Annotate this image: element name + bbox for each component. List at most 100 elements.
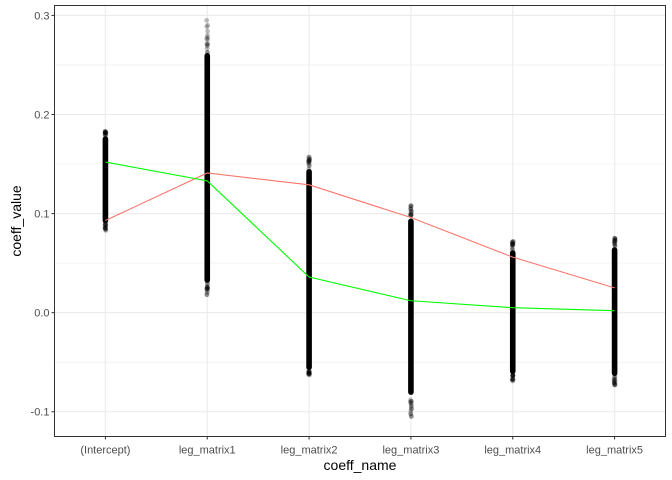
- data-point: [408, 206, 414, 212]
- axes: -0.1 0.0 0.1 0.2 0.3 (Intercept) leg_matrix1 le…: [31, 10, 643, 456]
- series-lines: [105, 161, 615, 312]
- dense-point-band: [408, 218, 414, 395]
- data-point: [102, 225, 108, 231]
- point-cloud: [509, 238, 516, 384]
- data-point: [510, 241, 516, 247]
- data-point: [510, 372, 516, 378]
- data-point: [306, 154, 312, 160]
- data-point: [510, 247, 516, 253]
- data-point: [204, 287, 210, 292]
- data-point: [612, 238, 618, 244]
- data-point: [409, 203, 414, 209]
- data-point: [612, 236, 618, 241]
- data-point: [509, 377, 515, 383]
- data-point: [204, 17, 210, 23]
- data-point: [306, 160, 312, 166]
- data-point: [612, 238, 617, 244]
- data-point: [510, 373, 516, 379]
- data-point: [102, 224, 108, 230]
- data-point: [204, 286, 210, 292]
- data-point: [103, 223, 109, 229]
- data-point: [407, 212, 413, 218]
- data-point: [205, 284, 210, 289]
- data-point: [509, 239, 515, 245]
- data-point: [612, 242, 618, 248]
- data-point: [509, 243, 515, 248]
- data-point: [103, 130, 109, 136]
- data-point: [408, 397, 413, 403]
- data-point: [612, 382, 617, 388]
- data-point: [204, 290, 210, 295]
- data-point: [103, 226, 109, 231]
- data-point: [612, 379, 618, 385]
- data-point: [510, 242, 515, 248]
- data-point: [307, 158, 312, 164]
- data-point: [509, 245, 515, 251]
- data-point: [612, 237, 618, 243]
- x-tick-label: (Intercept): [80, 445, 130, 457]
- data-point: [612, 378, 617, 383]
- data-point: [409, 209, 414, 215]
- data-point: [611, 240, 617, 246]
- data-point: [102, 130, 108, 136]
- data-point: [102, 130, 108, 136]
- data-point: [306, 369, 312, 375]
- data-point: [103, 130, 109, 136]
- data-point: [612, 238, 617, 244]
- data-point: [612, 382, 618, 387]
- data-point: [102, 132, 108, 138]
- point-cloud: [102, 128, 109, 233]
- data-point: [306, 156, 312, 162]
- data-point: [510, 377, 516, 383]
- data-point: [306, 370, 312, 376]
- data-point: [102, 128, 108, 134]
- data-point: [509, 376, 515, 382]
- data-point: [307, 369, 312, 375]
- data-point: [103, 222, 109, 228]
- data-point: [408, 209, 414, 215]
- point-cloud: [611, 235, 618, 388]
- data-point: [204, 34, 210, 40]
- data-point: [407, 399, 413, 405]
- data-point: [510, 373, 515, 379]
- data-point: [306, 371, 312, 376]
- data-point: [409, 208, 414, 214]
- data-point: [204, 41, 210, 47]
- data-point: [306, 371, 312, 377]
- data-point: [205, 49, 210, 55]
- data-point: [103, 130, 109, 136]
- data-point: [612, 244, 618, 250]
- data-point: [102, 133, 108, 138]
- data-point: [205, 28, 211, 34]
- data-point: [205, 36, 211, 42]
- data-point: [102, 225, 108, 231]
- data-point: [307, 371, 312, 377]
- data-point: [408, 411, 414, 417]
- x-tick-label: leg_matrix4: [484, 445, 541, 457]
- data-point: [102, 222, 108, 227]
- data-point: [612, 373, 618, 379]
- data-point: [103, 129, 108, 135]
- data-point: [307, 162, 312, 168]
- data-point: [408, 203, 414, 209]
- point-cloud: [407, 203, 414, 420]
- data-point: [612, 382, 618, 388]
- dense-point-band: [204, 53, 211, 283]
- data-point: [102, 221, 108, 227]
- data-point: [306, 154, 311, 160]
- x-tick-label: leg_matrix3: [382, 445, 439, 457]
- data-point: [612, 376, 618, 381]
- data-point: [611, 380, 617, 386]
- data-point: [103, 221, 109, 227]
- data-point: [306, 372, 312, 377]
- data-point: [307, 157, 313, 162]
- data-point: [612, 236, 618, 242]
- data-point: [408, 399, 414, 404]
- data-point: [204, 24, 210, 30]
- data-point: [408, 406, 414, 412]
- data-point: [205, 285, 211, 291]
- series-line: [105, 172, 615, 289]
- data-point: [612, 241, 618, 247]
- data-point: [510, 239, 516, 245]
